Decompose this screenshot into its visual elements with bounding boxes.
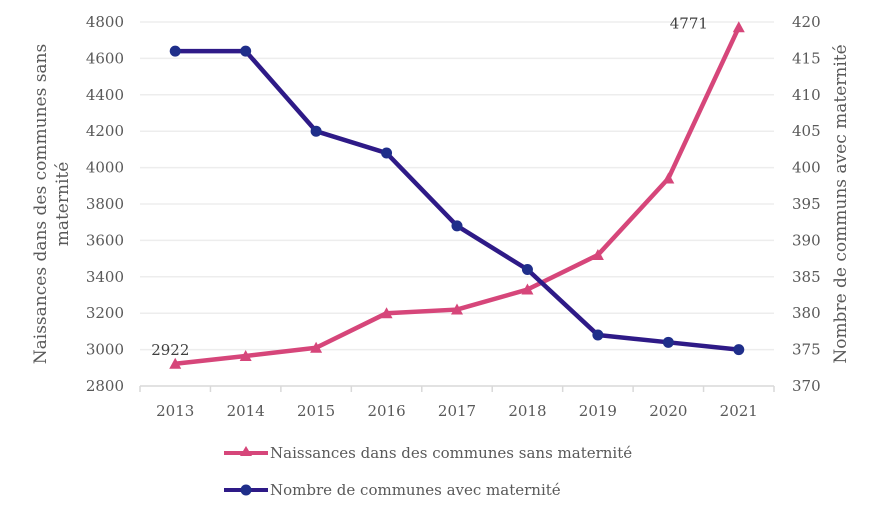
- left-axis-tick-label: 4000: [86, 159, 124, 177]
- circle-data-point: [451, 220, 463, 232]
- data-label: 4771: [670, 14, 708, 32]
- right-axis-tick-label: 400: [792, 159, 821, 177]
- x-axis-tick-label: 2013: [156, 402, 194, 420]
- circle-marker-icon: [240, 484, 252, 496]
- circle-data-point: [169, 45, 181, 57]
- triangle-marker-icon: [240, 446, 252, 456]
- left-axis-tick-label: 3000: [86, 341, 124, 359]
- circle-data-point: [381, 147, 393, 159]
- x-axis-tick-label: 2016: [367, 402, 405, 420]
- legend-item-naissances[interactable]: Naissances dans des communes sans matern…: [224, 444, 632, 462]
- right-axis-tick-label: 390: [792, 231, 821, 249]
- left-axis-tick-label: 4600: [86, 49, 124, 67]
- circle-data-point: [521, 264, 533, 276]
- right-axis-tick-label: 415: [792, 49, 821, 67]
- right-axis-tick-label: 380: [792, 304, 821, 322]
- x-axis-tick-label: 2017: [438, 402, 476, 420]
- left-axis-tick-label: 2800: [86, 377, 124, 395]
- right-axis-tick-label: 375: [792, 341, 821, 359]
- left-axis-title-line-1: Naissances dans des communes sans: [31, 44, 51, 364]
- right-axis-tick-label: 420: [792, 13, 821, 31]
- x-axis-tick-label: 2020: [649, 402, 687, 420]
- left-axis-tick-label: 4800: [86, 13, 124, 31]
- legend-label-communes: Nombre de communes avec maternité: [270, 481, 561, 499]
- triangle-data-point: [169, 357, 182, 369]
- data-labels: 2922 4771: [151, 14, 708, 359]
- right-axis-tick-label: 410: [792, 86, 821, 104]
- triangle-data-point: [239, 349, 252, 361]
- legend: Naissances dans des communes sans matern…: [224, 444, 632, 499]
- left-axis-title-line-2: maternité: [53, 162, 73, 247]
- triangle-data-point: [521, 283, 534, 295]
- left-axis-ticks: 2800 3000 3200 3400 3600 3800 4000 4200 4400 4600…: [86, 13, 124, 395]
- circle-data-point: [310, 125, 322, 137]
- x-axis-tick-label: 2015: [297, 402, 335, 420]
- triangle-data-point: [662, 172, 675, 184]
- x-axis: 2013 2014 2015 2016 2017 2018 2019 2020 2021: [139, 385, 775, 420]
- left-axis-tick-label: 3400: [86, 268, 124, 286]
- data-label: 2922: [151, 341, 189, 359]
- triangle-data-point: [451, 303, 463, 315]
- x-axis-tick-label: 2021: [720, 402, 758, 420]
- triangle-data-point: [380, 307, 393, 319]
- right-axis-ticks: 370 375 380 385 390 395 400 405 410 415 420: [792, 13, 821, 395]
- left-axis-tick-label: 4400: [86, 86, 124, 104]
- triangle-data-point: [310, 341, 323, 353]
- series-naissances: [169, 21, 745, 369]
- x-axis-tick-label: 2018: [508, 402, 546, 420]
- right-axis-tick-label: 385: [792, 268, 821, 286]
- triangle-data-point: [732, 21, 745, 33]
- circle-data-point: [733, 344, 745, 356]
- circle-data-point: [662, 336, 674, 348]
- series-communes: [169, 45, 745, 356]
- gridlines: [140, 21, 774, 351]
- x-axis-tick-label: 2019: [579, 402, 617, 420]
- triangle-data-point: [591, 248, 604, 260]
- series-layer: [169, 21, 745, 369]
- legend-label-naissances: Naissances dans des communes sans matern…: [270, 444, 632, 462]
- legend-item-communes[interactable]: Nombre de communes avec maternité: [224, 481, 561, 499]
- right-axis-tick-label: 405: [792, 122, 821, 140]
- x-axis-tick-label: 2014: [227, 402, 265, 420]
- right-axis-tick-label: 370: [792, 377, 821, 395]
- right-axis-title: Nombre de communs avec maternité: [831, 44, 851, 363]
- left-axis-tick-label: 3600: [86, 231, 124, 249]
- circle-data-point: [240, 45, 252, 57]
- right-axis-tick-label: 395: [792, 195, 821, 213]
- left-axis-tick-label: 4200: [86, 122, 124, 140]
- circle-data-point: [592, 329, 604, 341]
- left-axis-tick-label: 3800: [86, 195, 124, 213]
- left-axis-tick-label: 3200: [86, 304, 124, 322]
